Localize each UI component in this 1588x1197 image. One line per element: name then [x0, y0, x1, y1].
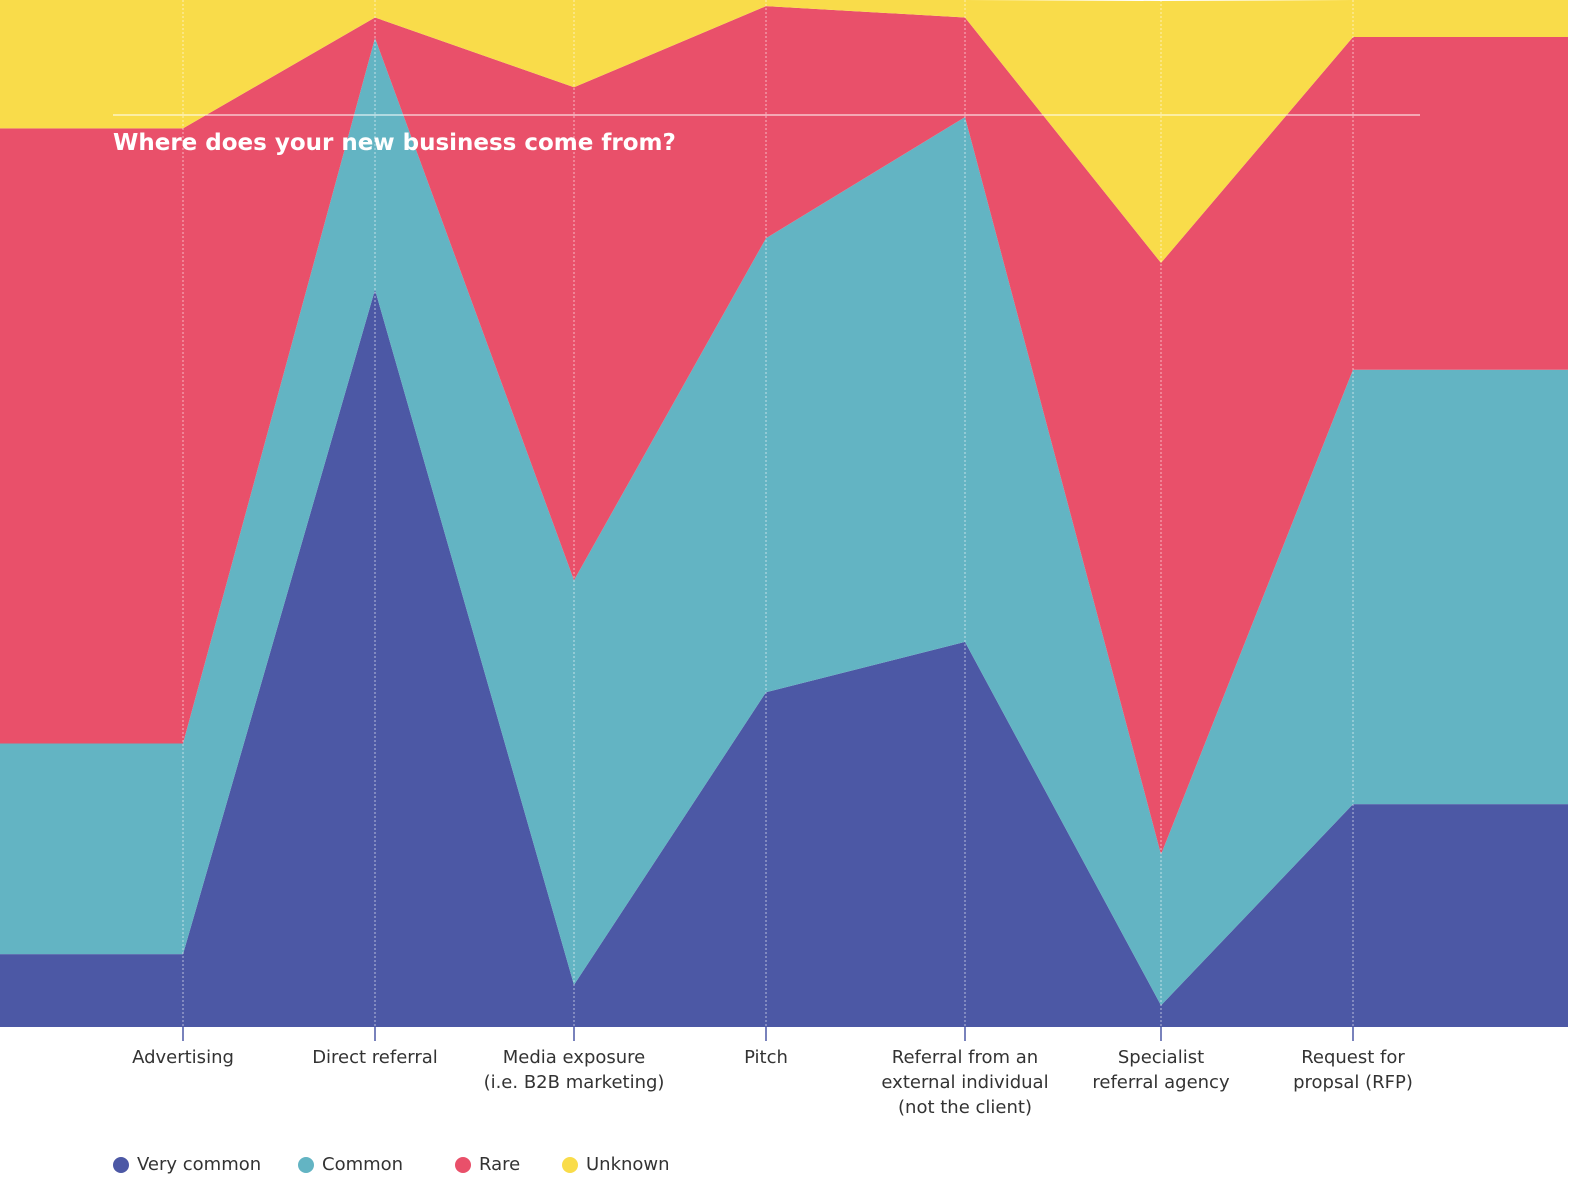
area [183, 0, 1353, 263]
legend-swatch [298, 1156, 314, 1173]
area-edge [1353, 369, 1568, 805]
x-tick-label: Advertising [132, 1047, 234, 1068]
legend-swatch [455, 1156, 471, 1173]
legend-swatch [113, 1156, 129, 1173]
x-tick-label: Specialist referral agency [1092, 1047, 1230, 1093]
legend-label: Very common [137, 1154, 262, 1175]
area [183, 6, 1353, 855]
area-edge [0, 743, 183, 955]
area-edge [0, 0, 183, 129]
x-tick-label: Request for propsal (RFP) [1293, 1047, 1413, 1093]
legend-item: Unknown [562, 1154, 670, 1175]
area [183, 289, 1353, 1027]
legend-swatch [562, 1156, 578, 1173]
area-edge [1353, 0, 1568, 37]
area-edge [0, 954, 183, 1027]
x-tick-label: Referral from an external individual (no… [881, 1047, 1049, 1118]
x-tick-label: Media exposure (i.e. B2B marketing) [483, 1047, 665, 1093]
legend-item: Very common [113, 1154, 261, 1175]
area-edge [1353, 804, 1568, 1027]
legend-label: Common [322, 1154, 404, 1175]
area [183, 37, 1353, 1006]
legend-item: Common [298, 1154, 403, 1175]
legend-item: Rare [455, 1154, 520, 1175]
chart-title: Where does your new business come from? [113, 130, 676, 156]
legend-label: Rare [479, 1154, 521, 1175]
x-tick-label: Pitch [744, 1047, 788, 1068]
x-tick-label: Direct referral [312, 1047, 438, 1068]
area-edge [1353, 36, 1568, 370]
legend-label: Unknown [586, 1154, 670, 1175]
area-edge [0, 128, 183, 744]
